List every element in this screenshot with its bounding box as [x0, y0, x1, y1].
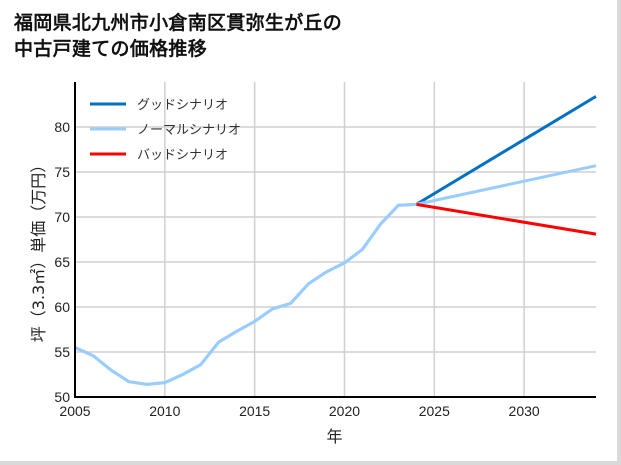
legend-label: バッドシナリオ: [137, 148, 228, 163]
series-lines: [74, 95, 597, 386]
legend-label: グッドシナリオ: [137, 98, 228, 113]
x-tick-label: 2025: [419, 403, 450, 419]
y-tick-label: 50: [54, 389, 70, 405]
chart-title-line1: 福岡県北九州市小倉南区貫弥生が丘の: [14, 12, 343, 34]
x-tick-label: 2030: [509, 403, 540, 419]
y-tick-label: 75: [54, 164, 70, 180]
axes: [74, 82, 596, 398]
x-tick-label: 2010: [149, 403, 180, 419]
series-line-history: [74, 202, 417, 386]
tick-labels: 2005 2010 2015 2020 2025 2030 50 55 60 65 70 75 80: [54, 119, 539, 419]
y-tick-label: 65: [54, 254, 70, 270]
y-tick-label: 60: [54, 299, 70, 315]
grid-lines: [75, 82, 596, 397]
series-line: [415, 95, 597, 206]
x-tick-label: 2020: [329, 403, 360, 419]
legend-label: ノーマルシナリオ: [137, 123, 241, 138]
y-axis-label: 坪（3.3㎡）単価（万円）: [29, 157, 48, 342]
y-tick-label: 70: [54, 209, 70, 225]
chart-title: 福岡県北九州市小倉南区貫弥生が丘の 中古戸建ての価格推移: [14, 10, 342, 62]
x-axis-label: 年: [326, 427, 342, 446]
y-tick-label: 55: [54, 344, 70, 360]
x-tick-label: 2015: [239, 403, 270, 419]
x-tick-label: 2005: [59, 403, 90, 419]
chart-title-line2: 中古戸建ての価格推移: [14, 38, 208, 60]
series-line: [416, 202, 597, 236]
y-tick-label: 80: [54, 119, 70, 135]
